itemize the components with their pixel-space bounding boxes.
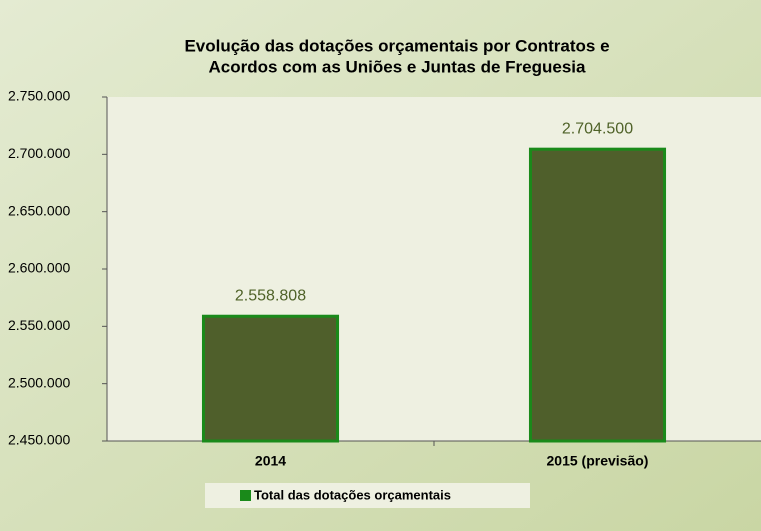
bar xyxy=(528,147,667,443)
x-tick-label: 2014 xyxy=(255,453,286,469)
data-label: 2.704.500 xyxy=(562,120,633,137)
bar xyxy=(201,314,340,443)
y-tick-label: 2.450.000 xyxy=(8,432,70,448)
legend xyxy=(205,483,530,508)
y-tick-label: 2.600.000 xyxy=(8,260,70,276)
y-tick-label: 2.550.000 xyxy=(8,317,70,333)
y-tick-label: 2.650.000 xyxy=(8,202,70,218)
y-tick-label: 2.750.000 xyxy=(8,88,70,104)
legend-label: Total das dotações orçamentais xyxy=(254,487,451,502)
data-label: 2.558.808 xyxy=(235,287,306,304)
y-tick-label: 2.700.000 xyxy=(8,145,70,161)
chart-title: Evolução das dotações orçamentais por Co… xyxy=(184,36,609,55)
legend-marker xyxy=(240,490,251,501)
x-tick-label: 2015 (previsão) xyxy=(547,453,649,469)
chart-title: Acordos com as Uniões e Juntas de Fregue… xyxy=(209,57,587,76)
y-tick-label: 2.500.000 xyxy=(8,374,70,390)
